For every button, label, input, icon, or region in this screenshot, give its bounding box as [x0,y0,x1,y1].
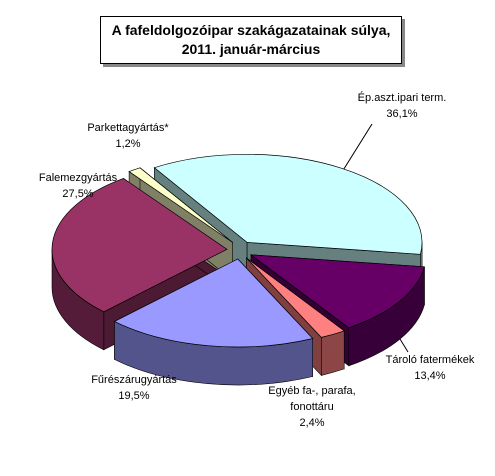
slice [249,254,425,329]
value-label: 2,4% [299,417,325,429]
category-label: Falemezgyártás [38,172,118,184]
slice-label: Ép.aszt.ipari term. 36,1% [358,90,447,122]
value-label: 27,5% [62,188,94,200]
category-label: Parkettagyártás* [87,122,169,134]
slice-label: Egyéb fa-, parafa, fonottáru 2,4% [262,383,362,431]
value-label: 36,1% [386,108,418,120]
slice-side [321,330,345,376]
slice [153,153,423,255]
slice-label: Fűrészárugyártás 19,5% [91,372,177,404]
value-label: 19,5% [118,390,150,402]
slice [113,258,314,348]
slice [246,257,345,338]
value-label: 13,4% [414,370,446,382]
category-label: Egyéb fa-, parafa, fonottáru [268,385,356,413]
slice [128,167,233,243]
category-label: Tároló fatermékek [385,354,475,366]
leader-line [341,123,373,173]
chart-title: A fafeldolgozóipar szakágazatainak súlya… [100,16,402,64]
slice-label: Parkettagyártás* 1,2% [87,120,168,152]
slice-label: Falemezgyártás 27,5% [39,170,117,202]
slice-label: Tároló fatermékek 13,4% [386,352,475,384]
value-label: 1,2% [115,138,141,150]
category-label: Ép.aszt.ipari term. [357,92,447,104]
category-label: Fűrészárugyártás [91,374,177,386]
slice [51,178,228,313]
